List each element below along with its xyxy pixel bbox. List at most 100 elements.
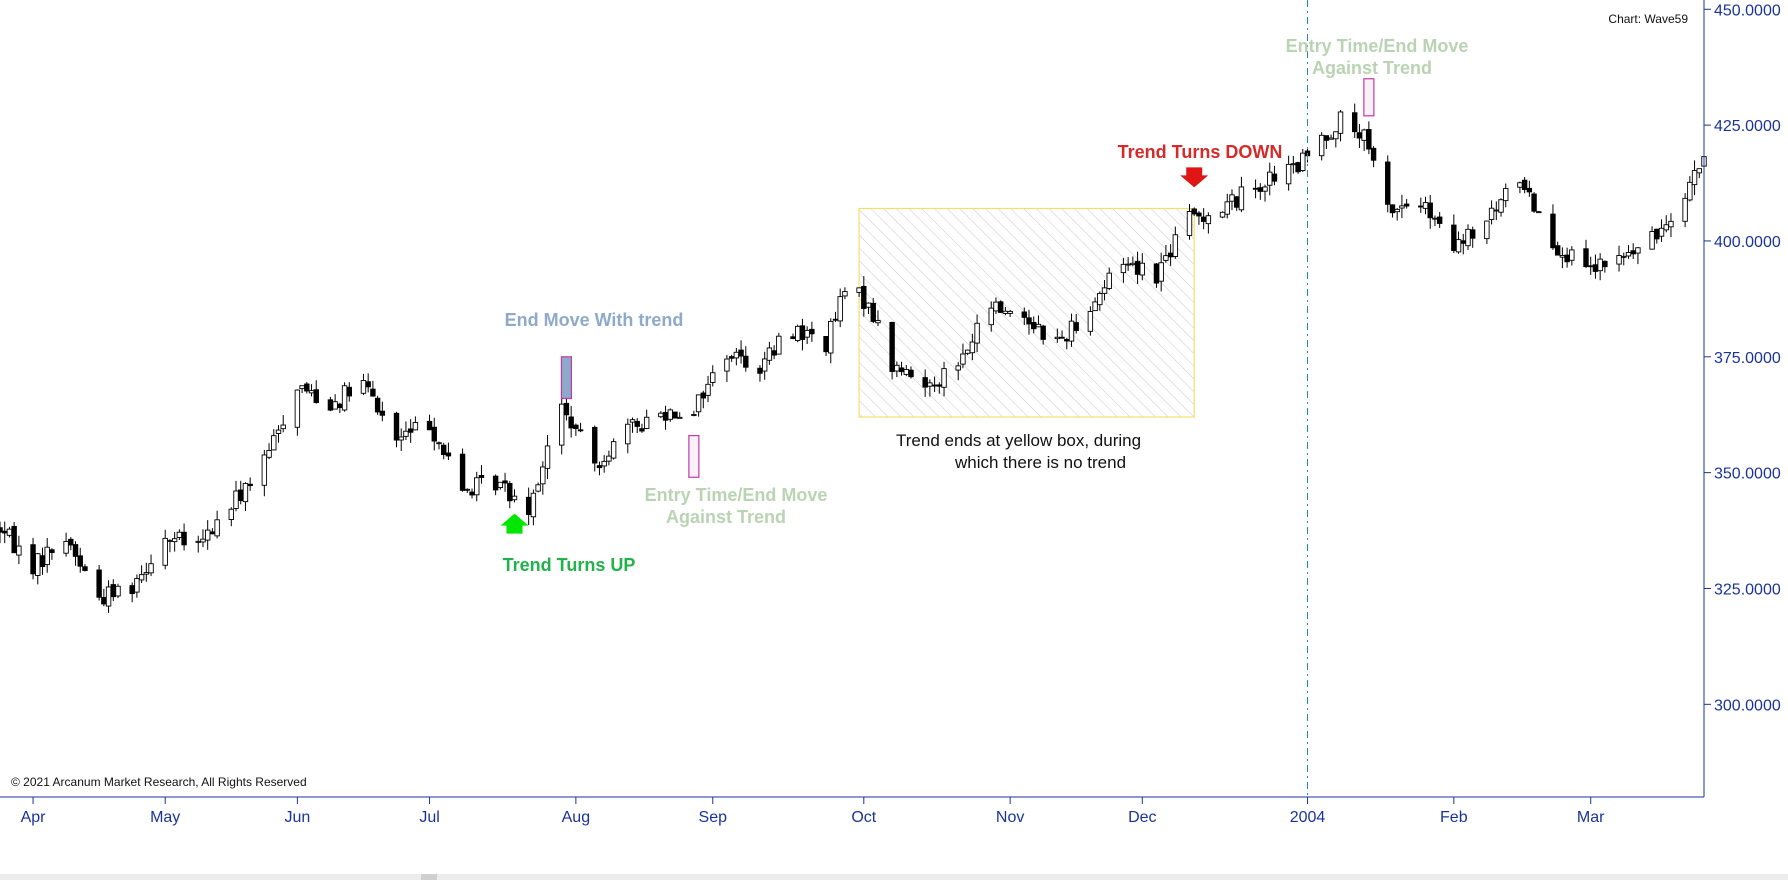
- candle-body-down: [1588, 265, 1594, 268]
- candle: [1257, 183, 1263, 200]
- x-tick-label: Feb: [1440, 809, 1468, 826]
- scrollbar-thumb[interactable]: [421, 874, 437, 880]
- candle: [771, 345, 777, 360]
- candle: [1668, 213, 1674, 238]
- candle-body-up: [1682, 197, 1688, 222]
- candle: [0, 521, 3, 544]
- candle: [431, 417, 437, 451]
- candle-body-up: [601, 460, 607, 467]
- candle: [1493, 201, 1500, 221]
- candle-body-down: [790, 336, 796, 339]
- candle: [804, 326, 810, 345]
- candle-body-up: [176, 531, 183, 538]
- candle: [403, 421, 409, 440]
- candle-body-up: [1569, 249, 1575, 261]
- horizontal-scrollbar[interactable]: [0, 874, 1788, 880]
- candle-body-up: [1455, 239, 1462, 253]
- candle: [82, 564, 88, 572]
- candle-body-down: [799, 325, 806, 340]
- candle-body-up: [1120, 263, 1127, 274]
- candle-body-up: [1337, 111, 1344, 134]
- candle: [733, 348, 740, 366]
- candle: [700, 390, 707, 409]
- candle-body-down: [1592, 264, 1599, 272]
- candle: [1333, 131, 1339, 148]
- candle-body-down: [922, 377, 928, 388]
- candle: [776, 332, 782, 355]
- entry-time-label-2-line2: Against Trend: [1312, 58, 1432, 78]
- end-move-marker: [560, 356, 573, 400]
- candle: [1625, 245, 1632, 259]
- candle-body-up: [398, 436, 404, 441]
- candle-body-down: [563, 402, 570, 416]
- candle: [1503, 183, 1509, 208]
- candle-body-up: [1668, 220, 1674, 228]
- candle: [337, 402, 343, 414]
- candle: [502, 472, 508, 492]
- candle: [667, 408, 673, 422]
- candle: [639, 423, 645, 433]
- candle-body-down: [11, 525, 17, 554]
- candle: [242, 482, 249, 512]
- candle-body-down: [1064, 339, 1070, 342]
- candle: [997, 300, 1004, 313]
- candle: [374, 395, 381, 415]
- candle-body-up: [629, 419, 636, 423]
- candle: [266, 443, 272, 460]
- candle: [710, 365, 716, 387]
- candle: [832, 311, 839, 323]
- candle: [1196, 210, 1202, 225]
- candle-body-up: [1097, 293, 1103, 306]
- candle-body-down: [1026, 317, 1032, 325]
- candle: [327, 396, 334, 412]
- candle: [436, 441, 442, 450]
- candle: [960, 343, 966, 369]
- candle-body-up: [16, 545, 22, 556]
- candle: [1328, 134, 1334, 140]
- candle-body-down: [327, 399, 334, 411]
- candle-body-up: [436, 442, 442, 445]
- candle-body-down: [1021, 311, 1027, 318]
- candle: [105, 580, 112, 613]
- candle-body-up: [1101, 287, 1108, 294]
- entry-time-marker-2: [1363, 78, 1375, 117]
- candle: [724, 354, 730, 383]
- candle: [1285, 155, 1292, 191]
- candle: [507, 481, 513, 509]
- entry-time-marker-1: [688, 434, 700, 478]
- candle: [1554, 241, 1561, 256]
- candle: [1233, 196, 1240, 211]
- candle-body-up: [1484, 220, 1490, 240]
- candle-body-down: [771, 350, 777, 356]
- candle-body-down: [77, 555, 83, 567]
- candle-body-up: [828, 320, 834, 354]
- candle: [1040, 324, 1046, 345]
- candle-body-down: [0, 527, 3, 533]
- candle: [577, 422, 584, 433]
- candle: [1663, 215, 1669, 233]
- candle-body-down: [1630, 250, 1636, 255]
- candle: [559, 397, 565, 455]
- candle: [1172, 226, 1179, 259]
- candle: [1484, 220, 1490, 245]
- candle-body-down: [1370, 147, 1377, 161]
- candle-body-up: [294, 389, 301, 428]
- candle-body-up: [625, 423, 631, 445]
- candle: [365, 373, 371, 393]
- candle-body-up: [1054, 336, 1061, 340]
- candle: [1559, 247, 1566, 269]
- candle-body-down: [2, 530, 8, 534]
- candle-body-up: [105, 586, 112, 607]
- candle: [1252, 179, 1259, 199]
- y-tick-label: 400.0000: [1714, 234, 1781, 251]
- candle-body-up: [148, 563, 154, 574]
- candle: [1526, 180, 1533, 197]
- candle: [1550, 204, 1556, 250]
- candle-body-up: [610, 441, 617, 459]
- trend-up-arrow-icon: [500, 513, 529, 534]
- candle-body-down: [374, 397, 381, 413]
- candle-body-up: [403, 430, 409, 437]
- candle-body-down: [997, 301, 1004, 313]
- candle-body-up: [1068, 320, 1075, 342]
